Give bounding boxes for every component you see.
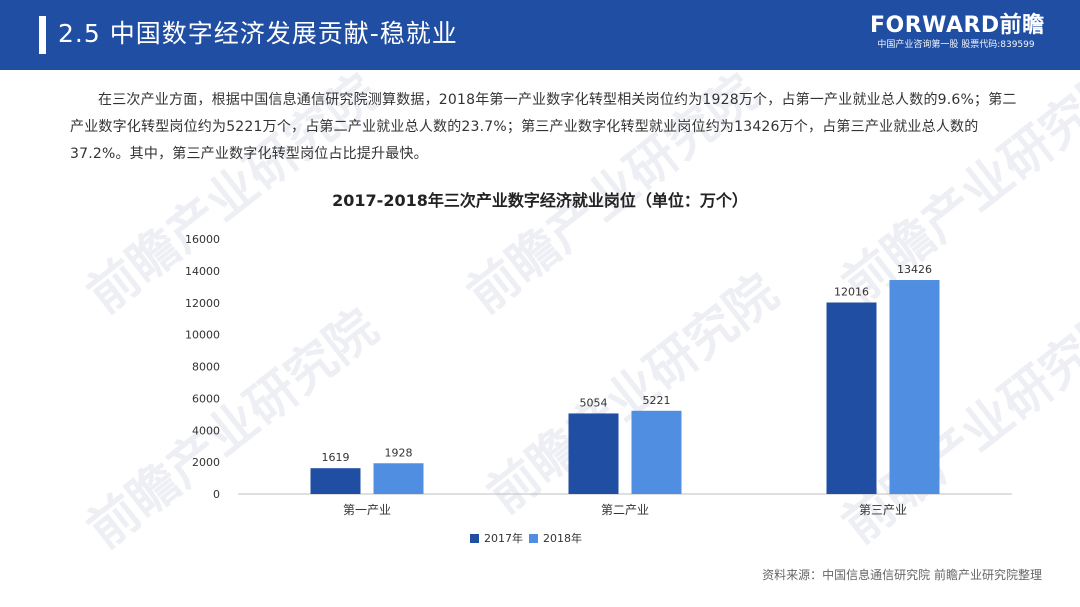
y-tick-label-16000: 16000 (185, 233, 220, 246)
section-marker (39, 16, 46, 54)
bar-2018-category-1 (373, 463, 424, 494)
chart-title: 2017-2018年三次产业数字经济就业岗位（单位：万个） (332, 191, 748, 210)
source-note: 资料来源：中国信息通信研究院 前瞻产业研究院整理 (762, 568, 1042, 582)
y-tick-label-6000: 6000 (192, 392, 220, 405)
data-label-2017-category-1: 1619 (322, 451, 350, 464)
description-paragraph: 在三次产业方面，根据中国信息通信研究院测算数据，2018年第一产业数字化转型相关… (70, 92, 1017, 162)
bar-2017-category-3 (826, 302, 877, 494)
legend-item-2018: 2018年 (529, 530, 582, 546)
legend-swatch-2017 (470, 533, 479, 543)
y-tick-label-14000: 14000 (185, 265, 220, 278)
y-tick-label-8000: 8000 (192, 361, 220, 374)
y-tick-label-2000: 2000 (192, 456, 220, 469)
brand-logo: FORWARD前瞻 中国产业咨询第一股 股票代码:839599 (870, 13, 1045, 52)
bar-2017-category-2 (568, 413, 619, 494)
data-label-2017-category-2: 5054 (580, 396, 608, 409)
x-category-label-3: 第三产业 (859, 503, 907, 517)
x-category-label-2: 第二产业 (601, 503, 649, 517)
bar-2017-category-1 (310, 468, 361, 494)
data-label-2017-category-3: 12016 (834, 285, 869, 298)
x-category-label-1: 第一产业 (343, 503, 391, 517)
chart-legend: 2017年 2018年 (470, 530, 582, 546)
data-label-2018-category-2: 5221 (643, 394, 671, 407)
data-label-2018-category-3: 13426 (897, 263, 932, 276)
brand-subtitle: 中国产业咨询第一股 股票代码:839599 (877, 40, 1035, 50)
y-tick-label-4000: 4000 (192, 424, 220, 437)
y-tick-label-10000: 10000 (185, 329, 220, 342)
legend-label-2018: 2018年 (543, 532, 582, 545)
legend-swatch-2018 (529, 533, 538, 543)
header-bar: 2.5 中国数字经济发展贡献-稳就业 FORWARD前瞻 中国产业咨询第一股 股… (0, 0, 1080, 70)
bar-2018-category-2 (631, 410, 682, 494)
y-tick-label-0: 0 (213, 488, 220, 501)
legend-label-2017: 2017年 (484, 532, 523, 545)
legend-item-2017: 2017年 (470, 530, 523, 546)
brand-name: FORWARD前瞻 (870, 13, 1045, 38)
page-title: 2.5 中国数字经济发展贡献-稳就业 (58, 19, 458, 48)
y-tick-label-12000: 12000 (185, 297, 220, 310)
bar-2018-category-3 (889, 280, 940, 494)
data-label-2018-category-1: 1928 (385, 446, 413, 459)
